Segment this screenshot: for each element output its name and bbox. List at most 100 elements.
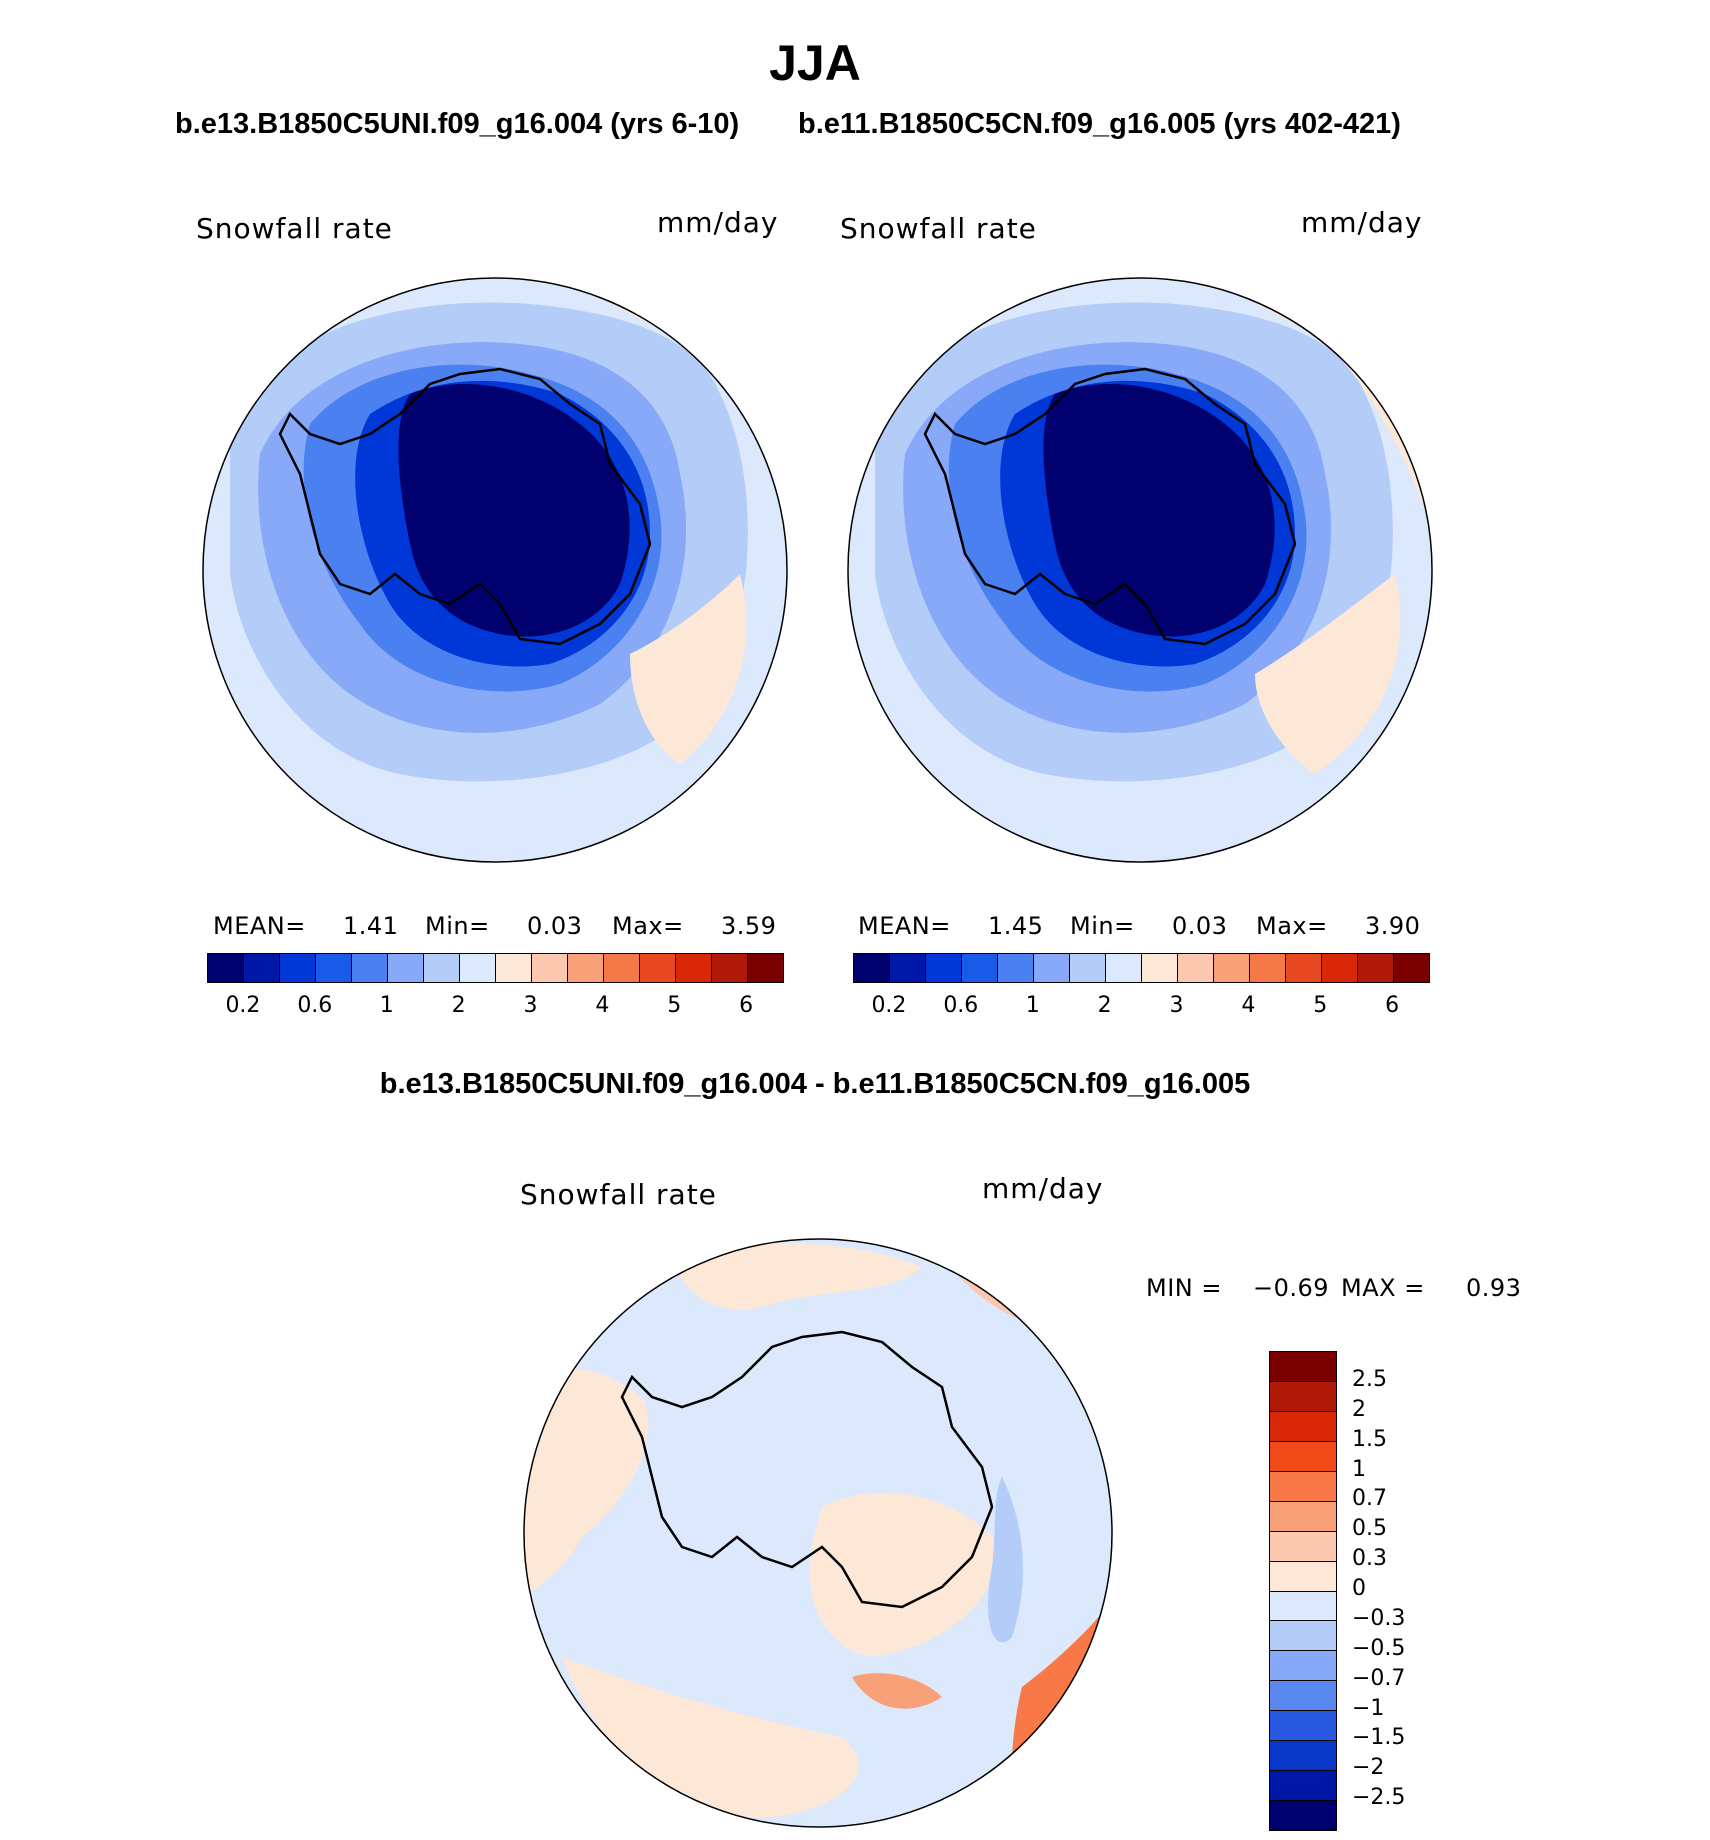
colorbar-swatch bbox=[890, 954, 926, 982]
figure-title: JJA bbox=[769, 35, 861, 91]
colorbar-swatch bbox=[352, 954, 388, 982]
colorbar-tick-label: −2 bbox=[1352, 1755, 1385, 1781]
colorbar-swatch bbox=[926, 954, 962, 982]
colorbar-tick-label: 6 bbox=[739, 993, 754, 1018]
colorbar-swatch bbox=[1358, 954, 1394, 982]
colorbar-tick-label: 6 bbox=[1385, 993, 1400, 1018]
difference-min-label: MIN = bbox=[1146, 1274, 1222, 1302]
coastline bbox=[278, 367, 652, 646]
colorbar-swatch bbox=[1394, 954, 1429, 982]
colorbar-swatch bbox=[748, 954, 783, 982]
positive-anomaly-se bbox=[630, 574, 747, 764]
colorbar-swatch bbox=[1270, 1651, 1336, 1682]
coastline bbox=[620, 1330, 994, 1609]
colorbar-swatch bbox=[316, 954, 352, 982]
colorbar-tick-label: 0.2 bbox=[871, 993, 907, 1018]
panel-b-max-label: Max= bbox=[1256, 912, 1328, 940]
colorbar-tick-label: 2 bbox=[1352, 1396, 1366, 1422]
colorbar-swatch bbox=[1270, 1771, 1336, 1802]
colorbar-tick-label: 5 bbox=[1313, 993, 1328, 1018]
difference-max-value: 0.93 bbox=[1466, 1274, 1522, 1302]
colorbar-swatch bbox=[998, 954, 1034, 982]
colorbar-tick-label: −0.3 bbox=[1352, 1605, 1406, 1631]
colorbar-tick-label: 3 bbox=[523, 993, 538, 1018]
colorbar-swatch bbox=[460, 954, 496, 982]
panel-b-polar-map bbox=[847, 277, 1433, 863]
colorbar-tick-label: 0.2 bbox=[225, 993, 261, 1018]
colorbar-swatch bbox=[1106, 954, 1142, 982]
colorbar-tick-label: 0.3 bbox=[1352, 1546, 1387, 1572]
panel-a-max-label: Max= bbox=[612, 912, 684, 940]
colorbar-swatch bbox=[1270, 1531, 1336, 1562]
colorbar-swatch bbox=[640, 954, 676, 982]
colorbar-tick-label: 0.6 bbox=[297, 993, 333, 1018]
colorbar-swatch bbox=[208, 954, 244, 982]
difference-units-label: mm/day bbox=[982, 1172, 1104, 1205]
colorbar-tick-label: 4 bbox=[595, 993, 610, 1018]
colorbar-swatch bbox=[1270, 1352, 1336, 1382]
positive-anomaly-north bbox=[672, 1243, 922, 1310]
colorbar-swatch bbox=[244, 954, 280, 982]
panel-b-min-label: Min= bbox=[1070, 912, 1135, 940]
colorbar-tick-label: −1 bbox=[1352, 1695, 1385, 1721]
colorbar-swatch bbox=[1270, 1501, 1336, 1532]
colorbar-swatch bbox=[1250, 954, 1286, 982]
colorbar-tick-label: 0.7 bbox=[1352, 1486, 1387, 1512]
colorbar-swatch bbox=[1270, 1441, 1336, 1472]
colorbar-tick-label: 0 bbox=[1352, 1576, 1366, 1601]
panel-a-polar-map bbox=[202, 277, 788, 863]
colorbar-swatch bbox=[1322, 954, 1358, 982]
positive-anomaly-south bbox=[562, 1657, 859, 1819]
colorbar-tick-label: 1.5 bbox=[1352, 1426, 1387, 1452]
colorbar-swatch bbox=[604, 954, 640, 982]
colorbar-swatch bbox=[854, 954, 890, 982]
difference-polar-map bbox=[523, 1238, 1113, 1828]
positive-anomaly-se bbox=[1255, 574, 1401, 774]
panel-b-min-value: 0.03 bbox=[1172, 912, 1228, 940]
panel-a-colorbar-ticks: 0.2 0.6 1 2 3 4 5 6 bbox=[207, 993, 782, 1021]
panel-a-mean-label: MEAN= bbox=[213, 912, 306, 940]
difference-variable-label: Snowfall rate bbox=[520, 1178, 717, 1211]
colorbar-tick-label: 2 bbox=[1097, 993, 1112, 1018]
positive-anomaly-central bbox=[810, 1492, 1002, 1657]
panel-a-colorbar bbox=[207, 953, 784, 983]
colorbar-swatch bbox=[1270, 1801, 1336, 1830]
panel-a-run-title: b.e13.B1850C5UNI.f09_g16.004 (yrs 6-10) bbox=[175, 108, 740, 140]
colorbar-swatch bbox=[532, 954, 568, 982]
colorbar-swatch bbox=[712, 954, 748, 982]
colorbar-swatch bbox=[568, 954, 604, 982]
colorbar-tick-label: 1 bbox=[379, 993, 394, 1018]
colorbar-tick-label: 1 bbox=[1025, 993, 1040, 1018]
colorbar-swatch bbox=[1270, 1591, 1336, 1622]
colorbar-tick-label: 0.5 bbox=[1352, 1516, 1387, 1542]
colorbar-swatch bbox=[424, 954, 460, 982]
colorbar-swatch bbox=[1142, 954, 1178, 982]
colorbar-swatch bbox=[496, 954, 532, 982]
colorbar-swatch bbox=[1270, 1681, 1336, 1712]
colorbar-swatch bbox=[1270, 1741, 1336, 1772]
colorbar-swatch bbox=[1270, 1381, 1336, 1412]
panel-b-mean-value: 1.45 bbox=[988, 912, 1044, 940]
colorbar-swatch bbox=[1270, 1711, 1336, 1742]
panel-a-min-value: 0.03 bbox=[527, 912, 583, 940]
colorbar-tick-label: 0.6 bbox=[943, 993, 979, 1018]
colorbar-tick-label: 4 bbox=[1241, 993, 1256, 1018]
negative-band-east bbox=[988, 1477, 1023, 1643]
colorbar-swatch bbox=[1070, 954, 1106, 982]
difference-min-value: −0.69 bbox=[1253, 1274, 1330, 1302]
panel-b-units-label: mm/day bbox=[1301, 206, 1423, 239]
colorbar-tick-label: −0.5 bbox=[1352, 1635, 1406, 1661]
coastline bbox=[923, 367, 1297, 646]
colorbar-tick-label: −0.7 bbox=[1352, 1665, 1406, 1691]
colorbar-tick-label: −1.5 bbox=[1352, 1725, 1406, 1751]
panel-b-run-title: b.e11.B1850C5CN.f09_g16.005 (yrs 402-421… bbox=[798, 108, 1401, 140]
difference-colorbar bbox=[1269, 1351, 1337, 1831]
panel-a-units-label: mm/day bbox=[657, 206, 779, 239]
panel-b-max-value: 3.90 bbox=[1365, 912, 1421, 940]
colorbar-swatch bbox=[1270, 1561, 1336, 1592]
colorbar-swatch bbox=[1178, 954, 1214, 982]
plateau-core bbox=[398, 384, 630, 637]
colorbar-swatch bbox=[962, 954, 998, 982]
panel-a-variable-label: Snowfall rate bbox=[196, 212, 393, 245]
colorbar-swatch bbox=[1270, 1471, 1336, 1502]
